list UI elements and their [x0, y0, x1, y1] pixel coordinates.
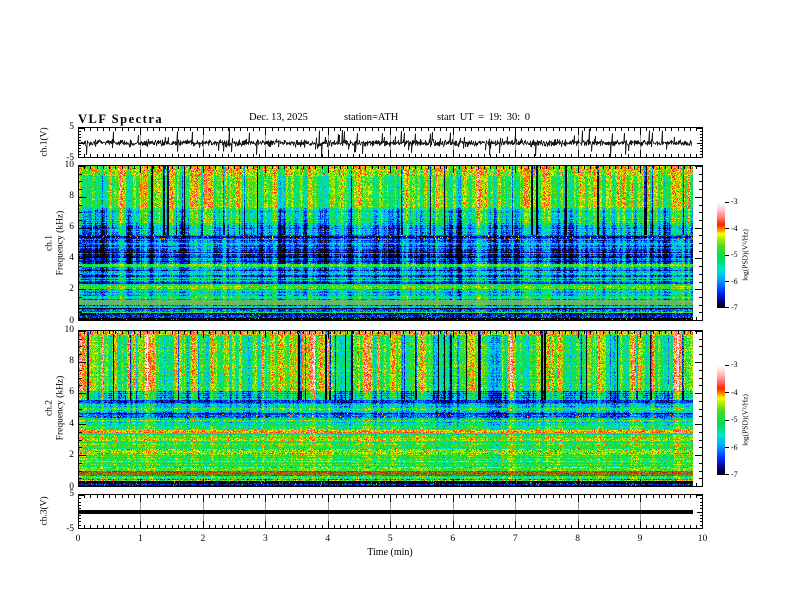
- ch2-spectrogram-panel: [78, 330, 703, 487]
- spec2-channel-label: ch.2: [44, 399, 55, 417]
- ch1-spectrogram-panel: [78, 165, 703, 321]
- spec2-y-tick-label: 6: [69, 387, 74, 398]
- colorbar-2-tick-label: -5: [731, 415, 738, 424]
- colorbar-2-tick-label: -7: [731, 470, 738, 479]
- ch1-y-tick-label: 5: [69, 121, 74, 132]
- colorbar-2: [717, 365, 731, 475]
- colorbar-2-tick-label: -3: [731, 360, 738, 369]
- ch3-y-tick-label: -5: [66, 523, 74, 534]
- plot-date: Dec. 13, 2025: [249, 112, 308, 123]
- colorbar-1-tick-label: -5: [731, 250, 738, 259]
- spec2-y-tick-label: 10: [64, 324, 75, 335]
- x-tick-label: 3: [262, 534, 268, 544]
- colorbar-1-tick-label: -6: [731, 276, 738, 286]
- spec2-y-tick-label: 8: [69, 355, 74, 366]
- ch3-wave-axis-label-text: ch.3(V): [39, 496, 50, 526]
- ch3-wave-axis-label: ch.3(V): [40, 496, 51, 525]
- spec1-y-tick-label: 8: [69, 190, 74, 201]
- plot-start-ut: start UT = 19: 30: 0: [437, 112, 531, 123]
- x-tick-label: 10: [697, 534, 708, 544]
- ch1-waveform-panel: [78, 127, 703, 158]
- x-tick-label: 6: [450, 534, 456, 544]
- spec2-y-tick-label: 4: [69, 418, 74, 429]
- spec2-y-tick-label: 2: [69, 450, 74, 461]
- x-tick-label: 4: [325, 534, 331, 544]
- ch3-waveform-panel: [78, 494, 703, 529]
- colorbar-2-tick-label: -6: [731, 442, 738, 452]
- plot-station: station=ATH: [344, 112, 399, 123]
- colorbar-1-tick-label: -3: [731, 197, 738, 206]
- spec1-frequency-label: Frequency (kHz): [55, 210, 65, 276]
- colorbar-2-label: log(PSD)(V²/Hz): [740, 394, 750, 446]
- colorbar-2-tick-label: -4: [731, 387, 738, 397]
- spec1-y-tick-label: 0: [69, 315, 74, 326]
- x-tick-label: 8: [575, 534, 580, 544]
- plot-title: VLF Spectra: [78, 112, 164, 126]
- spec1-y-tick-label: 4: [69, 253, 74, 264]
- spec1-y-tick-label: 10: [64, 159, 75, 170]
- spec1-axis-label: ch.1 Frequency (kHz): [44, 211, 65, 276]
- colorbar-1-tick-label: -7: [731, 303, 738, 312]
- x-tick-label: 1: [138, 534, 143, 544]
- x-tick-label: 0: [75, 534, 81, 544]
- x-tick-label: 2: [200, 534, 206, 544]
- colorbar-1-tick-label: -4: [731, 223, 738, 233]
- ch1-y-tick-label: -5: [66, 152, 74, 163]
- x-tick-label: 7: [512, 534, 518, 544]
- spec1-y-tick-label: 6: [69, 221, 74, 232]
- spec2-frequency-label: Frequency (kHz): [55, 375, 65, 441]
- spec2-axis-label: ch.2 Frequency (kHz): [44, 376, 65, 441]
- spec2-y-tick-label: 0: [69, 481, 74, 492]
- colorbar-1: [717, 202, 731, 308]
- spec1-y-tick-label: 2: [69, 284, 74, 295]
- colorbar-1-label: log(PSD)(V²/Hz): [740, 229, 750, 281]
- spec1-channel-label: ch.1: [44, 234, 55, 252]
- ch3-y-tick-label: 5: [69, 488, 74, 499]
- time-axis-label: Time (min): [367, 547, 413, 558]
- x-tick-label: 5: [387, 534, 393, 544]
- x-tick-label: 9: [637, 534, 643, 544]
